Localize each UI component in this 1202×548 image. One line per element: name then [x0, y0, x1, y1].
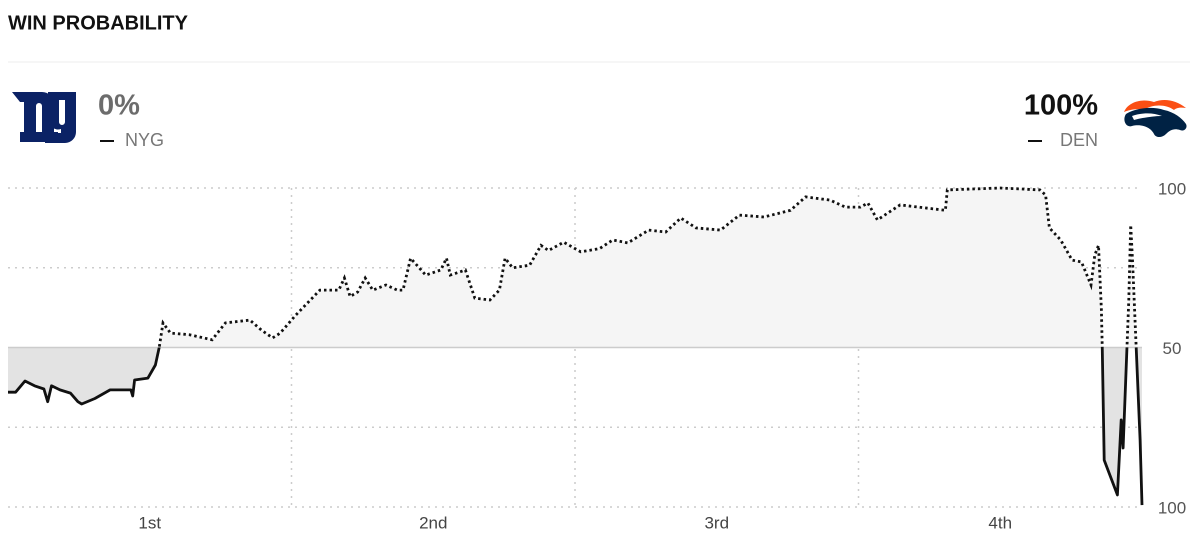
y-tick-label: 50: [1163, 339, 1182, 358]
team-probability: 0%: [98, 90, 140, 122]
line-solid: [8, 347, 1144, 506]
area-above: [8, 188, 1142, 348]
x-tick-label: 3rd: [704, 513, 729, 532]
legend-label: NYG: [125, 130, 164, 150]
plot: 100 50 100 1st 2nd 3rd 4th: [8, 179, 1186, 532]
team-probability: 100%: [1024, 90, 1098, 122]
den-logo: [1124, 100, 1187, 137]
line-dotted: [157, 186, 1138, 348]
x-tick-label: 1st: [138, 513, 161, 532]
chart-title: WIN PROBABILITY: [8, 12, 189, 34]
area-below: [8, 347, 1142, 506]
legend-label: DEN: [1060, 130, 1098, 150]
x-tick-label: 2nd: [419, 513, 447, 532]
y-tick-label: 100: [1158, 498, 1186, 517]
y-tick-label: 100: [1158, 179, 1186, 198]
x-tick-label: 4th: [988, 513, 1012, 532]
nyg-logo: [12, 92, 76, 143]
